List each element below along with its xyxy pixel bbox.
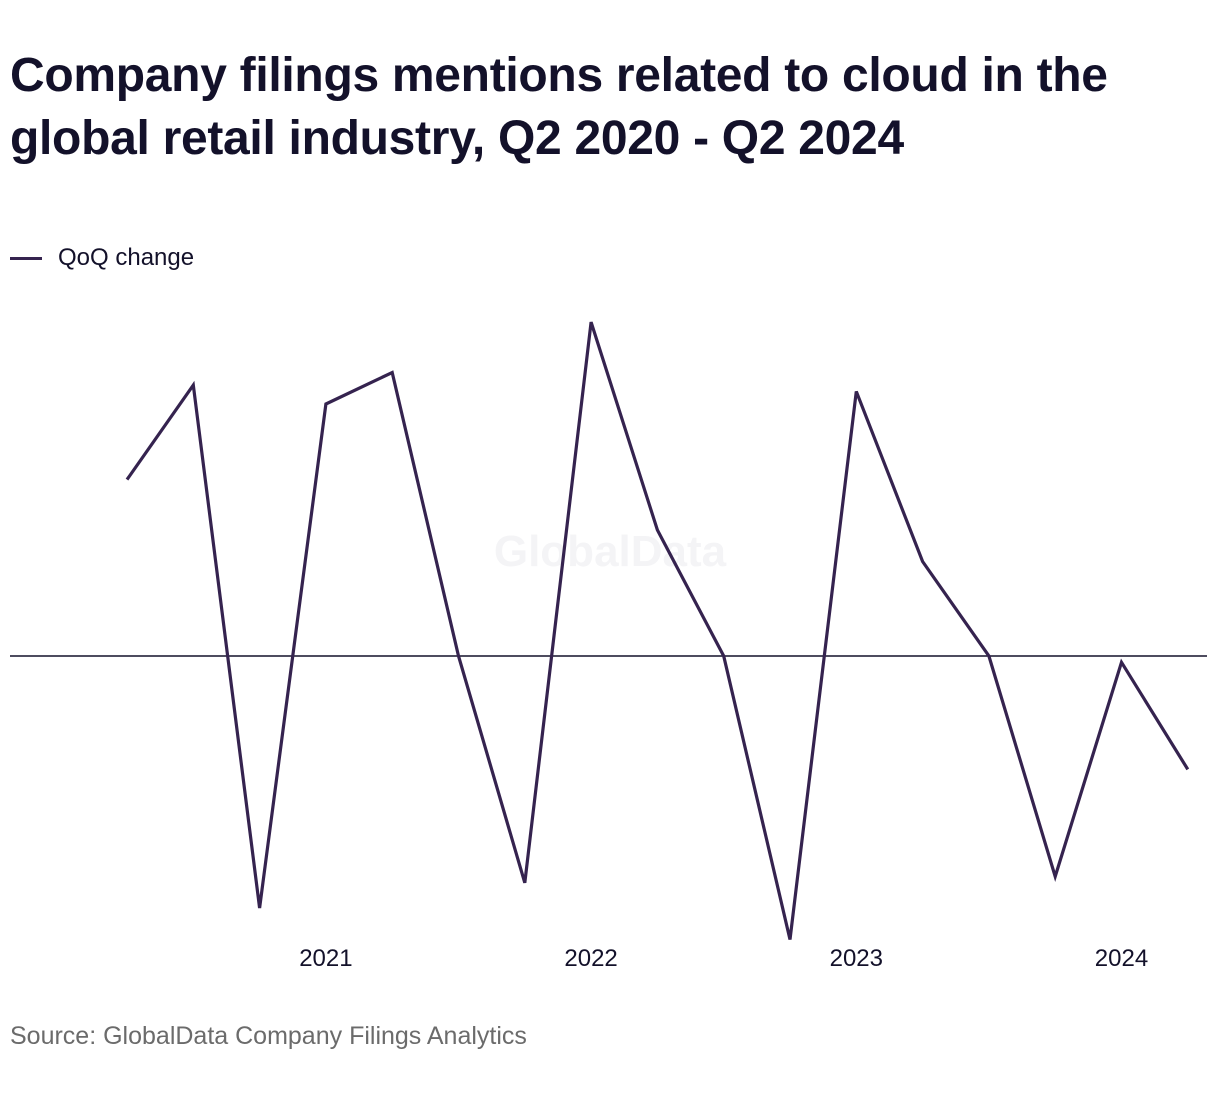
legend: QoQ change <box>10 242 194 274</box>
x-tick-label: 2024 <box>1095 945 1148 972</box>
legend-label: QoQ change <box>58 244 195 271</box>
watermark: GlobalData <box>494 527 727 576</box>
chart-title: Company filings mentions related to clou… <box>10 49 1108 165</box>
source-note: Source: GlobalData Company Filings Analy… <box>10 1022 527 1050</box>
legend-swatch <box>10 256 42 260</box>
x-tick-label: 2023 <box>830 945 883 972</box>
x-tick-label: 2022 <box>564 945 617 972</box>
x-axis-tick-labels: 2021 2022 2023 2024 <box>299 945 1148 972</box>
line-chart: GlobalData 2021 2022 2023 2024 <box>10 321 1207 972</box>
x-tick-label: 2021 <box>299 945 352 972</box>
series-line-qoq-change <box>125 321 1190 940</box>
plot-series <box>125 321 1190 940</box>
